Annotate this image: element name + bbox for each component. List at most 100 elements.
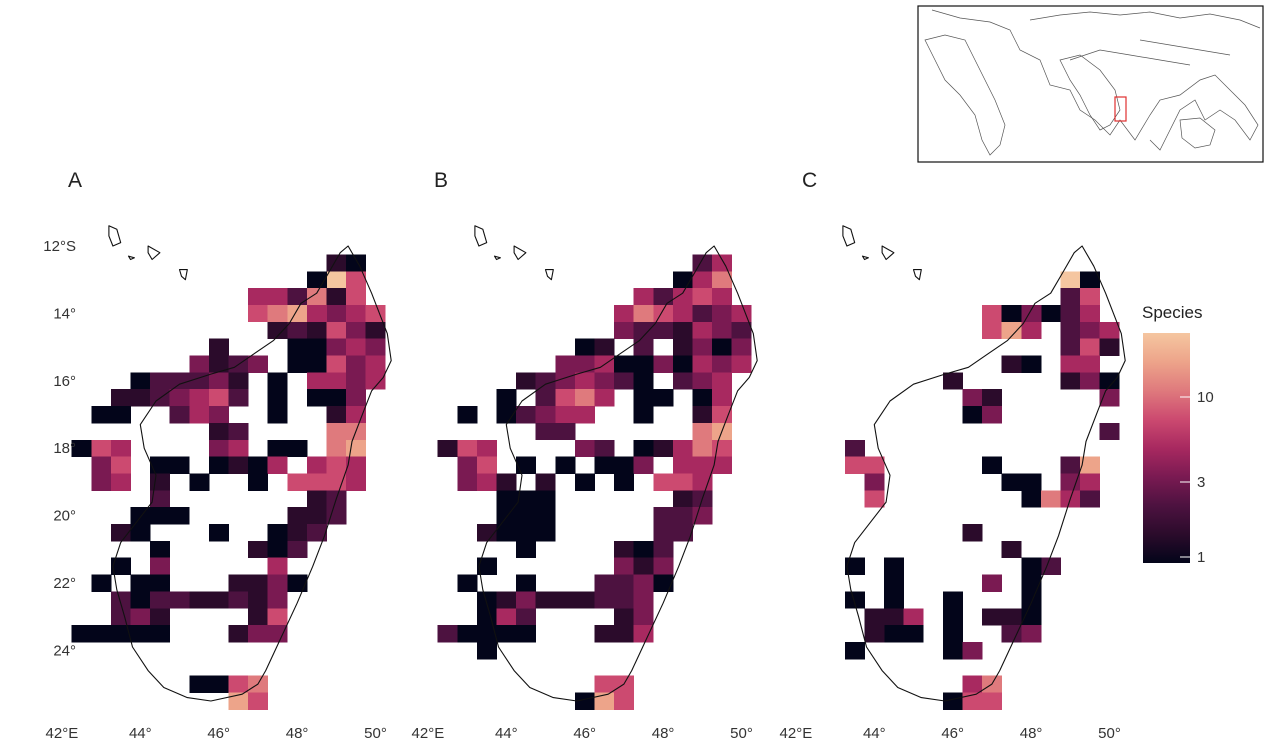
heatmap-cell [516, 372, 537, 390]
heatmap-cell [267, 456, 288, 474]
heatmap-cell [633, 591, 654, 609]
heatmap-cell [208, 372, 229, 390]
panel-letter: C [802, 169, 817, 192]
heatmap-cell [346, 389, 367, 407]
heatmap-cell [653, 439, 674, 458]
heatmap-cell [844, 557, 865, 575]
heatmap-cell [962, 406, 983, 424]
heatmap-cell [633, 540, 654, 559]
heatmap-cell [130, 524, 151, 542]
heatmap-cell [516, 625, 537, 643]
heatmap-cell [496, 406, 517, 424]
heatmap-cell [633, 574, 654, 592]
heatmap-cell [942, 692, 963, 710]
heatmap-cell [672, 304, 693, 323]
heatmap-cell [228, 422, 249, 441]
heatmap-cell [208, 338, 229, 356]
heatmap-cell [208, 439, 229, 458]
heatmap-cell [1021, 490, 1042, 508]
x-tick-label: 48° [286, 725, 309, 742]
heatmap-cell [653, 321, 674, 340]
heatmap-cell [476, 625, 497, 643]
heatmap-cell [267, 389, 288, 407]
inset-highlight-box [1114, 96, 1127, 122]
heatmap-cell [130, 389, 151, 407]
heatmap-cell [712, 456, 733, 474]
heatmap-cell [326, 254, 347, 272]
heatmap-cell [306, 355, 327, 373]
heatmap-cell [864, 473, 885, 491]
heatmap-cell [150, 372, 171, 390]
heatmap-cell [516, 490, 537, 508]
heatmap-cell [267, 524, 288, 542]
heatmap-cell [672, 490, 693, 508]
heatmap-cell [346, 304, 367, 323]
x-tick-label: 44° [495, 725, 518, 742]
island-outline [108, 225, 122, 247]
heatmap-cell [555, 422, 576, 441]
heatmap-cell [555, 406, 576, 424]
panel-letter: B [434, 169, 448, 192]
heatmap-cell [457, 439, 478, 458]
heatmap-cell [228, 439, 249, 458]
colorbar-tick-label: 1 [1197, 549, 1205, 566]
x-tick-label: 50° [730, 725, 753, 742]
heatmap-cell [110, 524, 131, 542]
heatmap-cell [169, 456, 190, 474]
heatmap-cell [1001, 625, 1022, 643]
heatmap-cell [287, 355, 308, 373]
heatmap-cell [71, 625, 92, 643]
x-tick-label: 44° [863, 725, 886, 742]
heatmap-cell [326, 271, 347, 289]
heatmap-cell [248, 625, 269, 643]
heatmap-cell [1001, 355, 1022, 373]
heatmap-cell [982, 608, 1003, 626]
heatmap-cell [346, 288, 367, 306]
heatmap-cell [633, 439, 654, 458]
heatmap-cell [496, 473, 517, 491]
heatmap-cell [884, 591, 905, 609]
heatmap-cell [1080, 288, 1101, 306]
heatmap-cell [884, 608, 905, 626]
heatmap-cell [942, 642, 963, 660]
heatmap-cell [496, 389, 517, 407]
heatmap-cell [267, 557, 288, 575]
heatmap-cell [614, 591, 635, 609]
heatmap-cell [346, 321, 367, 340]
heatmap-cell [574, 692, 595, 710]
heatmap-cell [1060, 456, 1081, 474]
heatmap-cell [712, 406, 733, 424]
heatmap-cell [110, 439, 131, 458]
heatmap-cell [692, 422, 713, 441]
panel-letter: A [68, 169, 82, 192]
heatmap-cell [712, 304, 733, 323]
heatmap-cell [476, 456, 497, 474]
heatmap-cell [516, 608, 537, 626]
x-tick-label: 50° [364, 725, 387, 742]
heatmap-cell [516, 456, 537, 474]
heatmap-cell [365, 355, 386, 373]
heatmap-cell [130, 625, 151, 643]
heatmap-cell [437, 439, 458, 458]
heatmap-cell [633, 288, 654, 306]
heatmap-cell [326, 321, 347, 340]
y-tick-label: 16° [53, 373, 76, 390]
heatmap-cell [169, 389, 190, 407]
heatmap-cell [982, 304, 1003, 323]
heatmap-cell [150, 574, 171, 592]
heatmap-cell [574, 439, 595, 458]
heatmap-cell [1060, 321, 1081, 340]
heatmap-cell [614, 456, 635, 474]
heatmap-cell [91, 473, 112, 491]
heatmap-cell [208, 456, 229, 474]
island-outline [842, 225, 856, 247]
heatmap-cell [326, 288, 347, 306]
heatmap-cell [1001, 608, 1022, 626]
heatmap-cell [1021, 304, 1042, 323]
heatmap-cell [287, 304, 308, 323]
x-tick-label: 48° [652, 725, 675, 742]
heatmap-cell [844, 439, 865, 458]
heatmap-cell [476, 439, 497, 458]
colorbar [1143, 333, 1190, 563]
heatmap-cell [633, 338, 654, 356]
